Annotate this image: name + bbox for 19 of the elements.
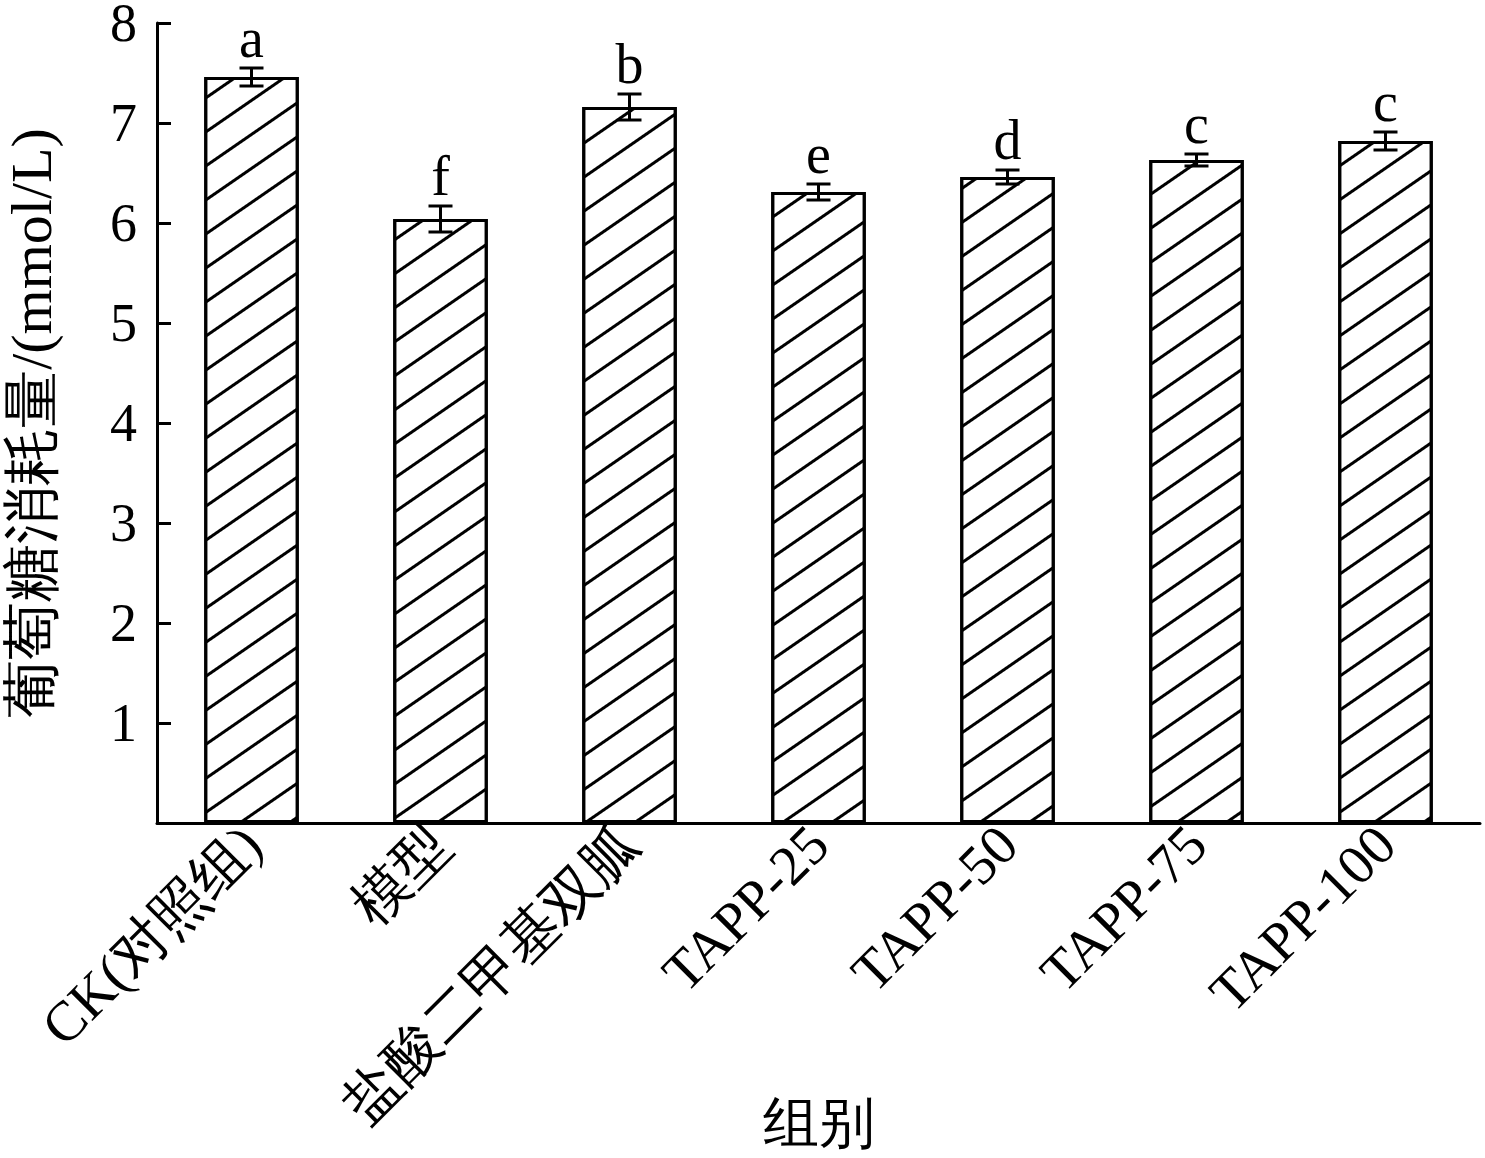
annotation: e bbox=[806, 123, 831, 185]
annotation: c bbox=[1373, 71, 1398, 133]
annotation: b bbox=[615, 33, 644, 95]
annotation: d bbox=[993, 109, 1022, 171]
x-tick-label: CK(对照组) bbox=[29, 813, 275, 1058]
annotation: c bbox=[1184, 93, 1209, 155]
y-tick-label: 2 bbox=[110, 593, 137, 653]
x-tick-label: 模型 bbox=[339, 813, 463, 937]
y-tick-label: 5 bbox=[110, 293, 137, 353]
y-tick-label: 6 bbox=[110, 193, 137, 253]
annotation: f bbox=[431, 145, 451, 207]
y-axis-title: 葡萄糖消耗量/(mmol/L) bbox=[0, 128, 64, 718]
y-tick-label: 4 bbox=[110, 393, 137, 453]
y-tick-label: 3 bbox=[110, 493, 137, 553]
y-tick-label: 7 bbox=[110, 93, 137, 153]
y-tick-label: 1 bbox=[110, 693, 137, 753]
y-tick-label: 8 bbox=[110, 0, 137, 53]
annotation: a bbox=[239, 7, 265, 69]
x-axis-title: 组别 bbox=[762, 1092, 875, 1154]
